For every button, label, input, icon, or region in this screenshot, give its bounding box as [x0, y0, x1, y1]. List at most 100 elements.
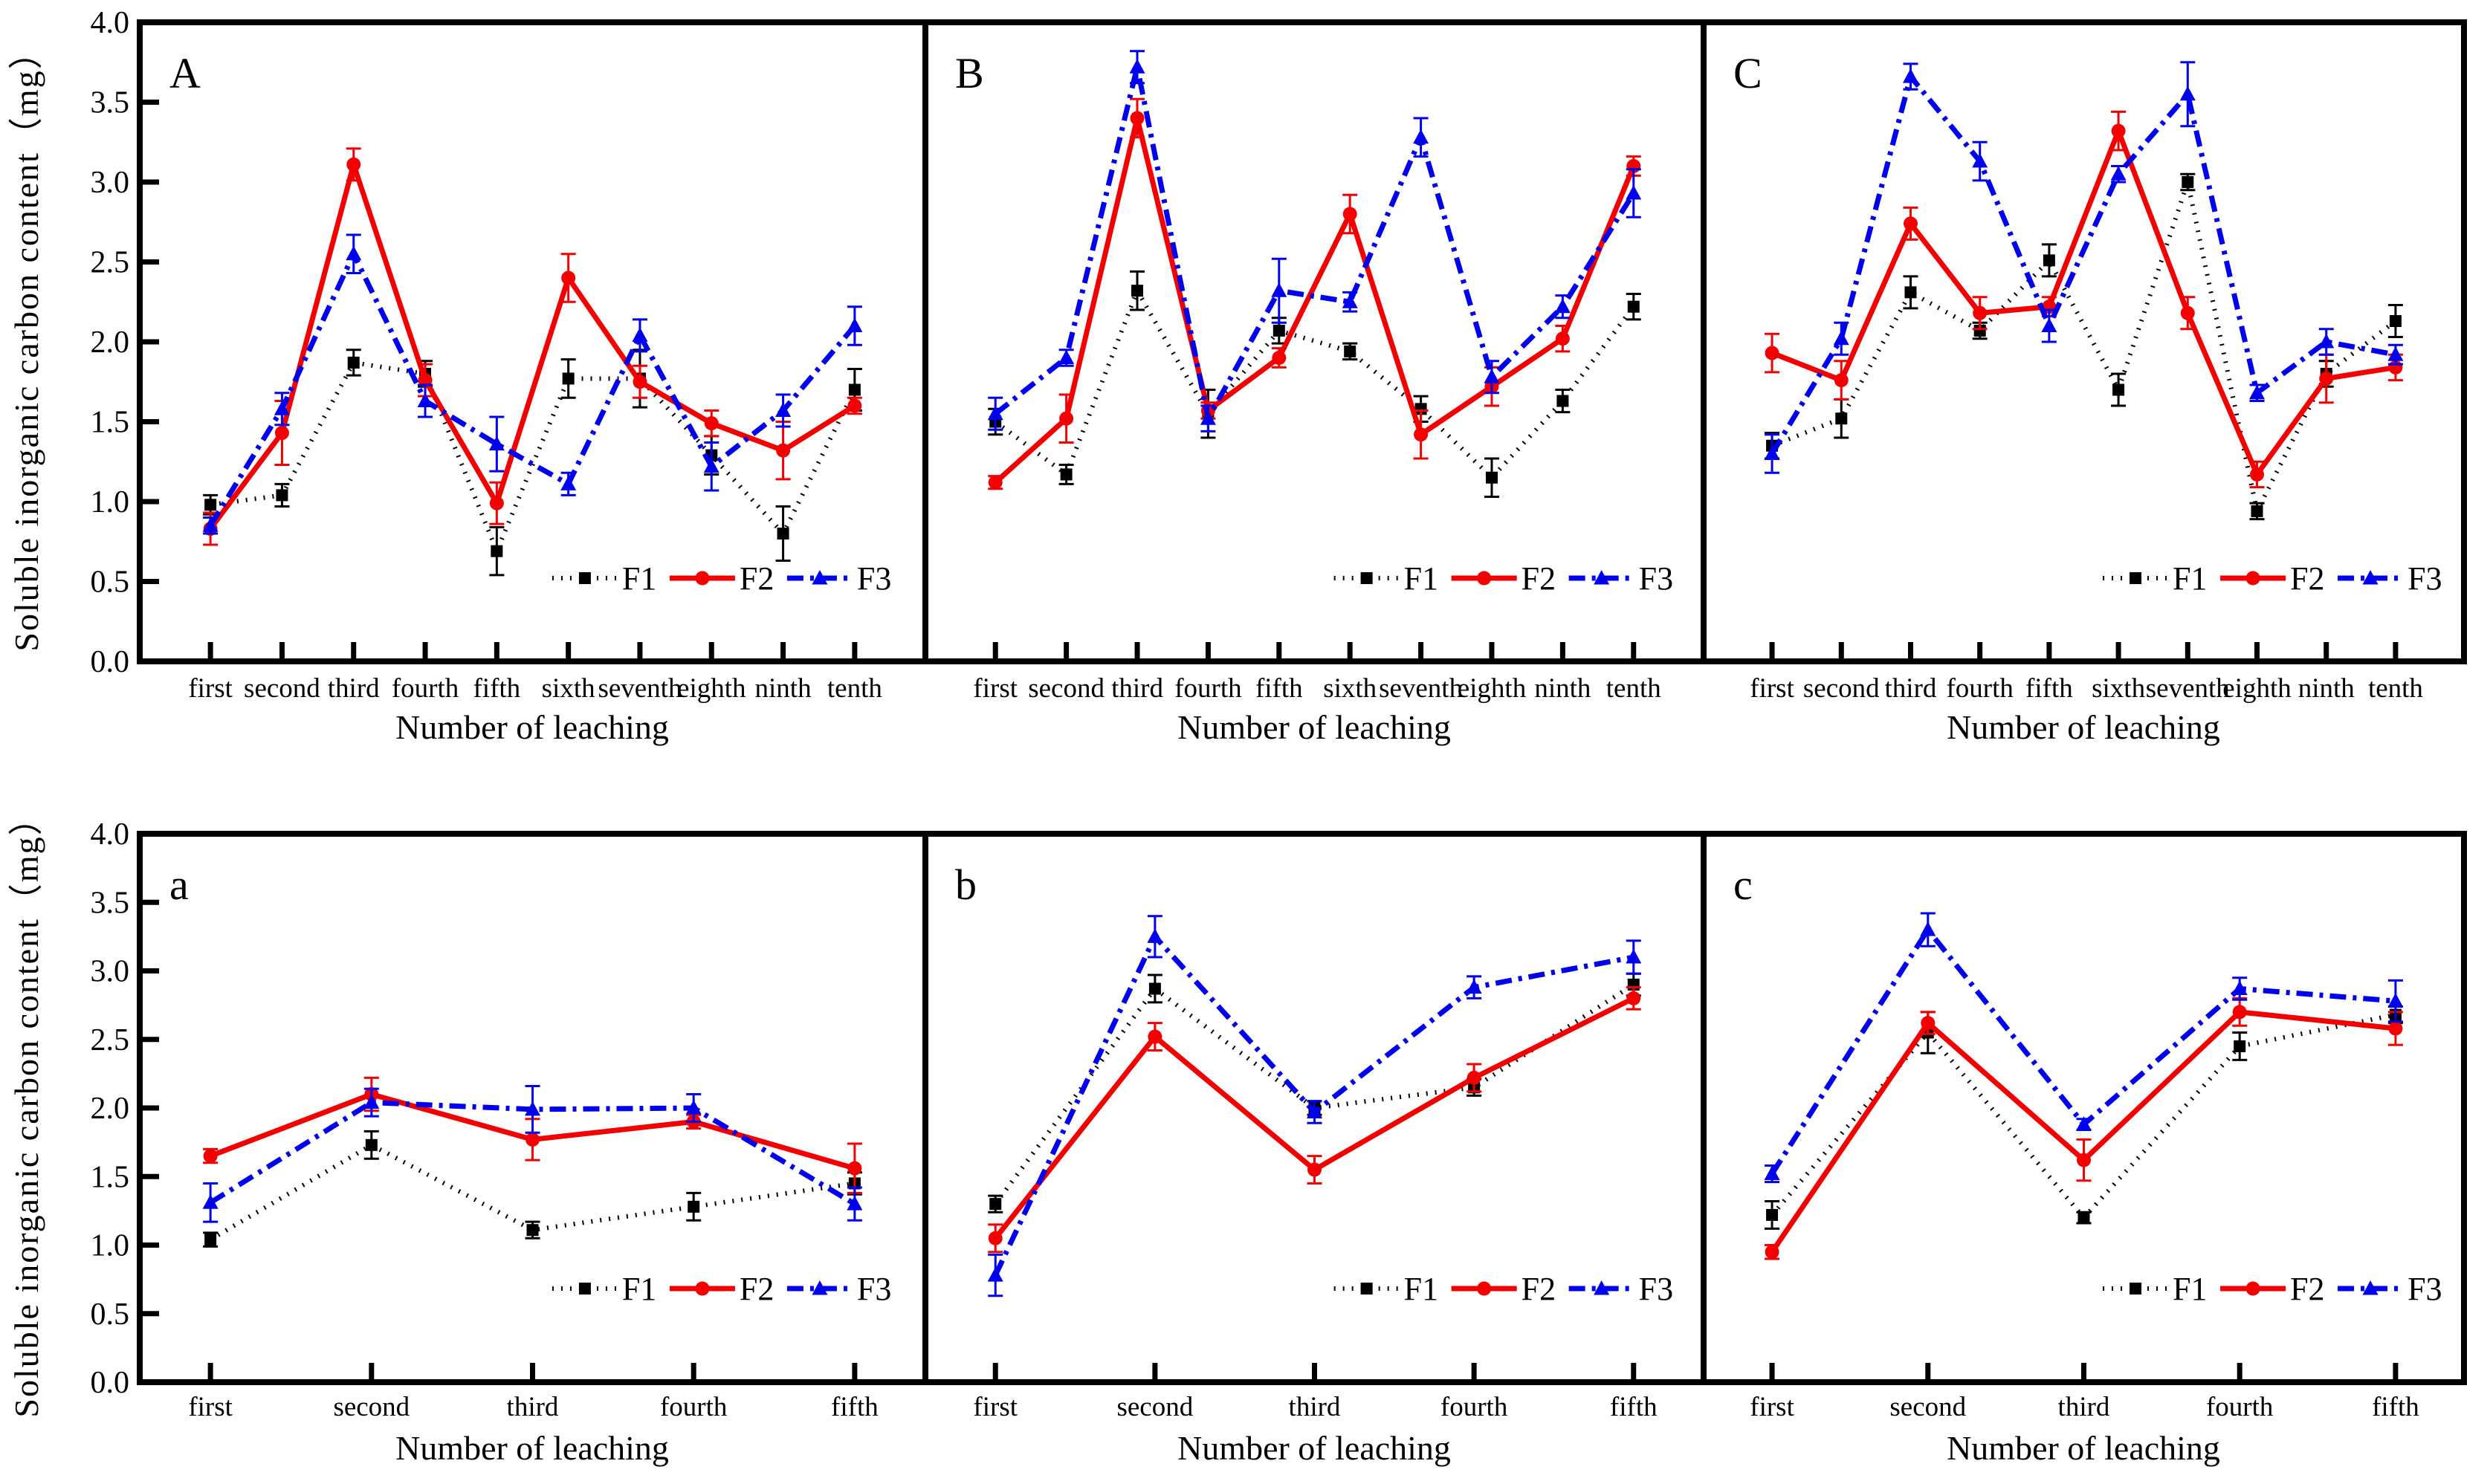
y-tick-label: 3.0 — [91, 955, 130, 989]
legend-label: F3 — [2407, 1271, 2442, 1307]
legend-label: F3 — [857, 1271, 891, 1307]
series-marker — [1973, 305, 1988, 320]
series-marker — [704, 416, 719, 431]
legend-label: F1 — [2173, 560, 2207, 597]
x-tick-label: fourth — [2206, 1392, 2274, 1422]
panel-A: 0.0 0.5 1.0 1.5 2.0 2.5 3.0 3.5 4.0 first second th… — [91, 6, 928, 704]
series-marker — [812, 570, 828, 585]
series-marker — [1626, 185, 1642, 200]
legend-label: F1 — [2173, 1271, 2207, 1307]
series-marker — [2112, 383, 2125, 396]
x-axis-title-a: Number of leaching — [395, 1429, 669, 1467]
x-tick-label: first — [1750, 1392, 1794, 1422]
series-marker — [988, 1231, 1003, 1245]
legend-label: F1 — [622, 1271, 656, 1307]
series-marker — [2041, 317, 2057, 332]
series-marker — [1765, 346, 1779, 360]
series-marker — [2389, 315, 2402, 328]
series-marker — [1414, 403, 1427, 415]
series-marker — [848, 383, 861, 396]
x-tick-label: ninth — [1534, 673, 1591, 704]
legend-label: F2 — [2290, 1271, 2324, 1307]
series-marker — [847, 1161, 862, 1176]
panel-letter: b — [955, 861, 977, 909]
series-marker — [2234, 1040, 2246, 1052]
series-marker — [1130, 111, 1145, 126]
series-marker — [1903, 216, 1918, 231]
series-marker — [688, 1200, 700, 1213]
series-marker — [1834, 373, 1849, 388]
panel-letter: C — [1733, 49, 1762, 97]
legend-label: F3 — [1639, 1271, 1673, 1307]
y-tick-label: 1.5 — [91, 1160, 130, 1194]
series-marker — [1147, 928, 1163, 943]
series-F3 — [202, 1084, 863, 1223]
x-tick-label: seventh — [598, 673, 682, 704]
series-marker — [1973, 324, 1986, 337]
series-marker — [2076, 1116, 2092, 1131]
panel-b: first second third fourth fifth b F1 F2 F3 — [922, 831, 1707, 1422]
panel-frame — [1701, 19, 2467, 664]
series-marker — [488, 435, 505, 451]
legend-label: F1 — [622, 560, 656, 597]
legend-label: F3 — [857, 560, 891, 597]
panel-letter: A — [169, 49, 201, 97]
x-axis-title-A: Number of leaching — [395, 708, 669, 746]
series-marker — [2387, 993, 2404, 1008]
panel-letter: c — [1733, 861, 1753, 909]
series-marker — [1627, 300, 1640, 313]
series-marker — [1835, 412, 1848, 425]
series-marker — [777, 528, 789, 540]
series-line — [1770, 71, 2396, 456]
legend: F1 F2 F3 — [552, 1271, 891, 1307]
y-tick-label: 2.5 — [91, 246, 130, 280]
x-tick-label: second — [1028, 673, 1105, 704]
series-marker — [633, 375, 647, 389]
series-marker — [1554, 298, 1571, 314]
series-marker — [2130, 1283, 2142, 1295]
x-tick-label: first — [188, 1392, 233, 1422]
series-marker — [1272, 351, 1287, 365]
panel-c: first second third fourth fifth c F1 F2 F3 — [1701, 831, 2467, 1422]
series-line — [210, 360, 857, 557]
series-F3 — [987, 915, 1642, 1297]
y-tick-label: 1.0 — [91, 485, 130, 519]
series-marker — [561, 270, 576, 285]
legend-label: F1 — [1404, 1271, 1438, 1307]
x-tick-label: sixth — [542, 673, 595, 704]
x-tick-label: fourth — [392, 673, 459, 704]
x-axis-title-B: Number of leaching — [1177, 708, 1451, 746]
y-tick-label: 4.0 — [91, 6, 130, 40]
y-tick-label: 3.5 — [91, 886, 130, 920]
x-tick-label: fifth — [1610, 1392, 1658, 1422]
series-marker — [1594, 1280, 1610, 1295]
series-F2 — [988, 986, 1641, 1254]
legend-label: F3 — [2407, 560, 2442, 597]
series-F1 — [988, 270, 1641, 499]
panel-letter: a — [169, 861, 189, 909]
x-tick-label: second — [1889, 1392, 1966, 1422]
series-F3 — [987, 50, 1642, 432]
series-marker — [1413, 129, 1429, 144]
series-marker — [1129, 59, 1145, 74]
x-tick-label: second — [244, 673, 320, 704]
series-marker — [1060, 468, 1073, 481]
series-marker — [1059, 411, 1074, 426]
series-F3 — [1764, 912, 2404, 1184]
x-tick-label: first — [973, 673, 1018, 704]
legend: F1 F2 F3 — [1333, 560, 1673, 597]
y-tick-label: 3.5 — [91, 86, 130, 120]
x-tick-label: fifth — [2372, 1392, 2419, 1422]
x-tick-label: fifth — [1255, 673, 1303, 704]
series-marker — [1902, 68, 1918, 83]
series-marker — [2245, 571, 2260, 586]
series-marker — [987, 1267, 1003, 1282]
series-marker — [847, 398, 862, 413]
legend: F1 F2 F3 — [2103, 560, 2442, 597]
series-marker — [695, 571, 710, 586]
series-marker — [1764, 445, 1780, 460]
series-marker — [1360, 572, 1373, 584]
series-marker — [578, 572, 591, 584]
x-tick-label: first — [973, 1392, 1018, 1422]
series-marker — [562, 372, 575, 385]
